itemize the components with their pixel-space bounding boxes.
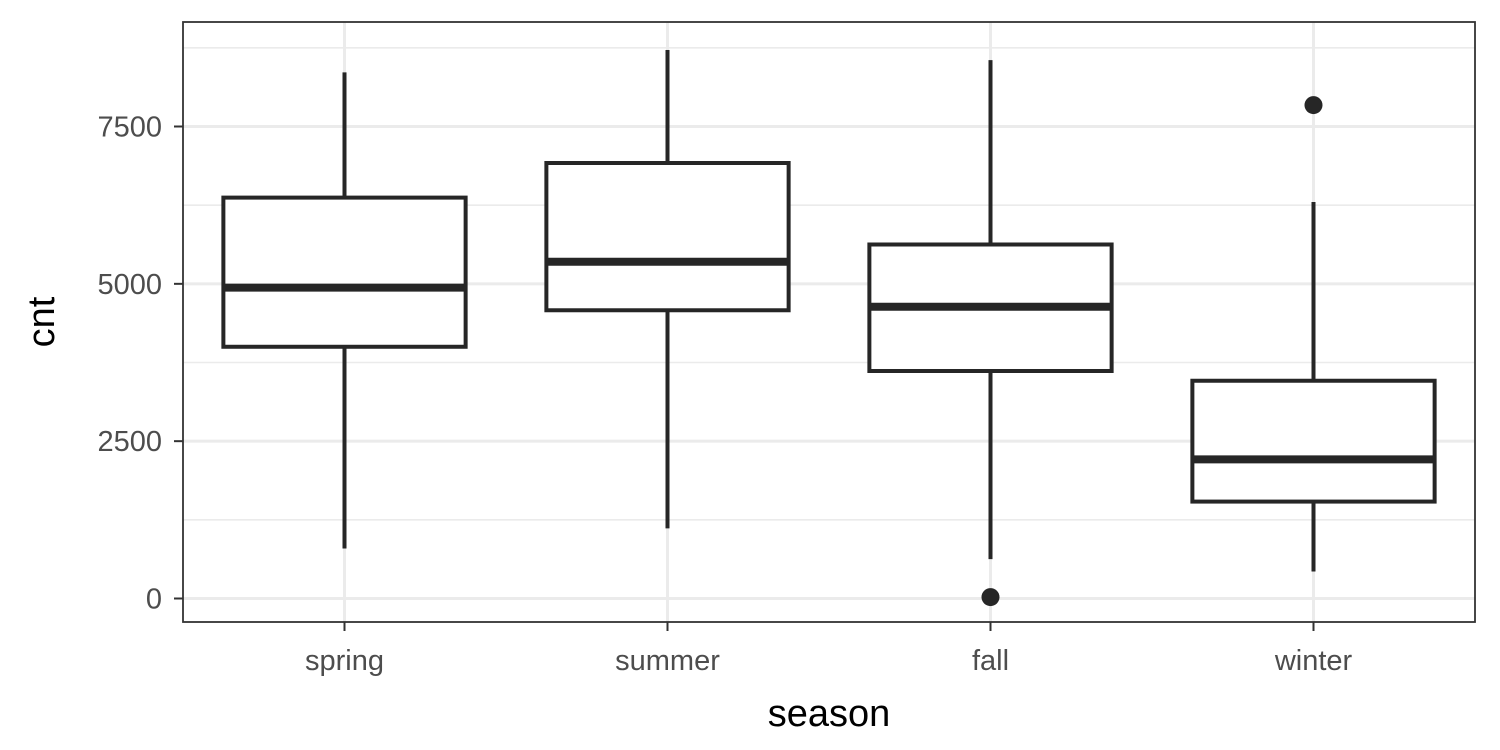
boxes-layer <box>221 50 1437 607</box>
y-tick-label: 5000 <box>97 269 162 301</box>
x-tick-label-spring: spring <box>305 645 384 677</box>
box-group-fall <box>867 60 1114 607</box>
box-group-summer <box>544 50 791 529</box>
axes-layer: 0 2500 5000 7500 spring summer fall winter <box>97 112 1352 678</box>
x-axis-title: season <box>768 693 891 735</box>
box-group-winter <box>1190 96 1437 572</box>
y-tick-label: 2500 <box>97 426 162 458</box>
iqr-box <box>544 161 791 313</box>
y-tick-label: 0 <box>146 584 162 616</box>
x-tick-label-summer: summer <box>615 645 720 677</box>
outlier-point <box>1304 96 1323 115</box>
x-tick-label-winter: winter <box>1274 645 1353 677</box>
x-tick-label-fall: fall <box>972 645 1009 677</box>
iqr-box <box>1190 378 1437 504</box>
outlier-point <box>981 588 1000 607</box>
box-group-spring <box>221 72 468 549</box>
iqr-box <box>221 195 468 349</box>
y-axis-title: cnt <box>21 296 63 347</box>
y-tick-label: 7500 <box>97 112 162 144</box>
panel-border <box>182 21 1476 623</box>
